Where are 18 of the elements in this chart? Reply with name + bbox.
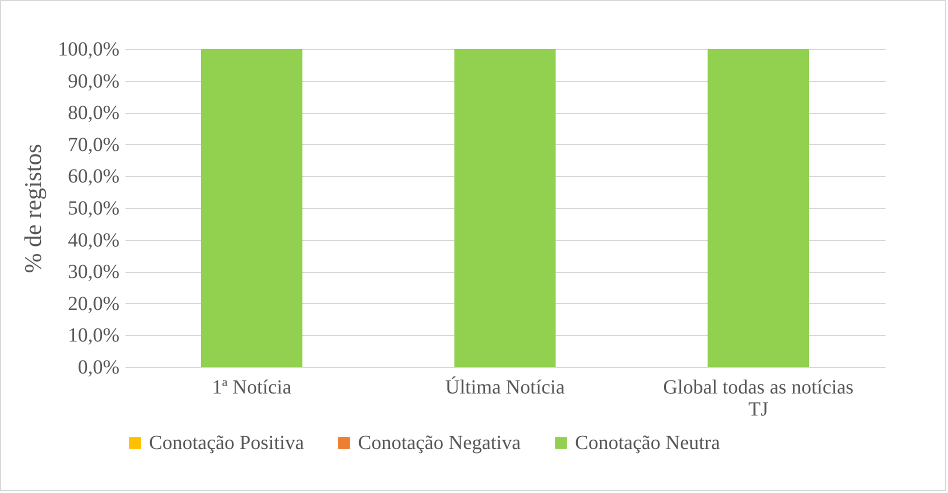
y-axis-title: % de registos xyxy=(20,144,47,274)
y-tick-label: 90,0% xyxy=(68,70,120,92)
y-tick-label: 20,0% xyxy=(68,292,120,315)
x-tick-label: 1ª Notícia xyxy=(212,376,292,398)
legend-label: Conotação Negativa xyxy=(358,432,521,454)
y-tick-label: 50,0% xyxy=(68,198,120,220)
x-tick-label: Global todas as notícias TJ xyxy=(663,376,854,420)
y-tick-label: 30,0% xyxy=(68,261,120,284)
y-tick-label: 10,0% xyxy=(68,324,120,347)
legend-label: Conotação Positiva xyxy=(149,432,304,454)
y-tick-label: 70,0% xyxy=(68,134,120,156)
y-tick-label: 80,0% xyxy=(68,102,120,124)
y-tick-label: 60,0% xyxy=(68,166,120,188)
y-tick-label: 100,0% xyxy=(58,38,120,60)
y-tick-label: 0,0% xyxy=(78,356,120,378)
legend-label: Conotação Neutra xyxy=(575,432,720,454)
y-tick-label: 40,0% xyxy=(68,229,120,252)
x-tick-label: Última Notícia xyxy=(445,376,565,398)
